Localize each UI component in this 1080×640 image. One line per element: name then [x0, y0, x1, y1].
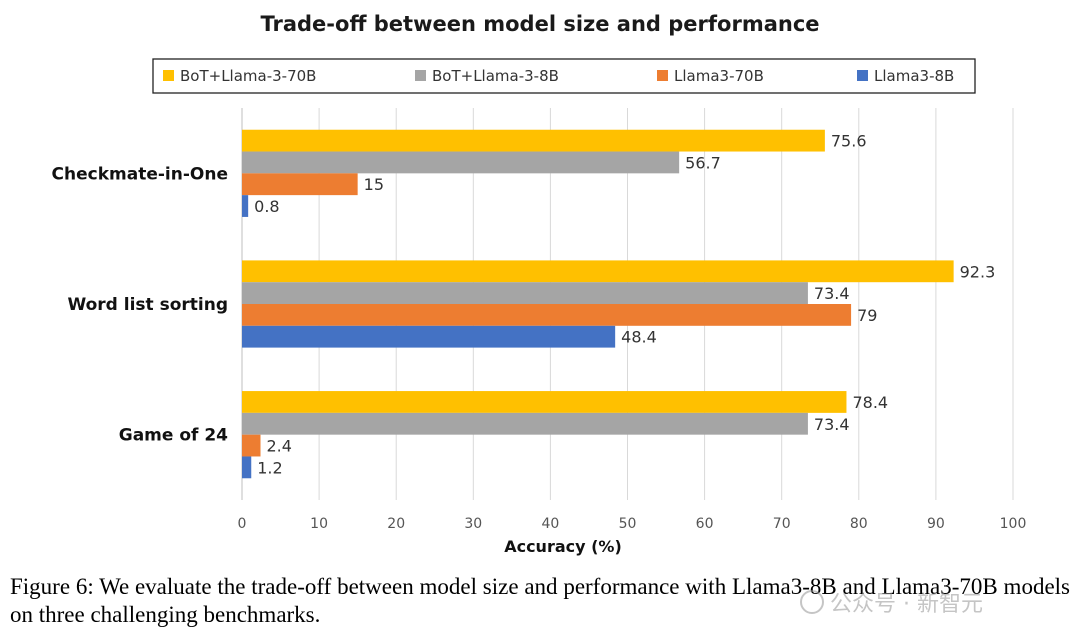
legend: BoT+Llama-3-70B BoT+Llama-3-8B Llama3-70B L…: [152, 58, 976, 94]
x-tick-label-70: 70: [773, 516, 791, 532]
legend-swatch-llama3-70b: [657, 70, 668, 81]
category-label-word-list-sorting: Word list sorting: [67, 295, 228, 315]
bar-game-of-24-bot-llama-3-70b: [242, 391, 847, 413]
x-tick-label-40: 40: [541, 516, 559, 532]
x-tick-label-0: 0: [238, 516, 247, 532]
legend-swatch-bot-llama-3-8b: [415, 70, 426, 81]
category-label-checkmate-in-one: Checkmate-in-One: [52, 164, 228, 184]
x-tick-label-60: 60: [696, 516, 714, 532]
x-tick-label-20: 20: [387, 516, 405, 532]
legend-label-llama3-8b: Llama3-8B: [874, 67, 954, 85]
data-label-word-list-sorting-llama3-8b: 48.4: [621, 328, 657, 347]
data-label-game-of-24-llama3-8b: 1.2: [257, 458, 282, 477]
data-label-game-of-24-bot-llama-3-8b: 73.4: [814, 415, 850, 434]
bar-word-list-sorting-bot-llama-3-8b: [242, 282, 808, 304]
x-tick-labels: 0 10 20 30 40 50 60 70 80 90 100: [238, 516, 1027, 532]
bar-word-list-sorting-llama3-8b: [242, 325, 616, 348]
bar-checkmate-in-one-bot-llama-3-70b: [242, 129, 825, 152]
data-label-word-list-sorting-bot-llama-3-70b: 92.3: [960, 262, 996, 281]
data-label-checkmate-in-one-llama3-8b: 0.8: [254, 197, 279, 216]
bar-game-of-24-llama3-8b: [242, 456, 252, 479]
legend-swatch-bot-llama-3-70b: [163, 70, 174, 81]
data-label-word-list-sorting-llama3-70b: 79: [857, 306, 877, 325]
data-label-game-of-24-llama3-70b: 2.4: [267, 437, 292, 456]
x-tick-label-10: 10: [310, 516, 328, 532]
x-tick-label-90: 90: [927, 516, 945, 532]
data-label-word-list-sorting-bot-llama-3-8b: 73.4: [814, 284, 850, 303]
bar-game-of-24-llama3-70b: [242, 434, 261, 457]
watermark-text: 公众号 · 新智元: [830, 592, 983, 617]
x-tick-label-100: 100: [1000, 516, 1027, 532]
category-label-game-of-24: Game of 24: [119, 426, 228, 446]
legend-label-llama3-70b: Llama3-70B: [674, 67, 764, 85]
legend-box: [152, 58, 976, 94]
legend-label-bot-llama-3-70b: BoT+Llama-3-70B: [180, 67, 316, 85]
chart-title: Trade-off between model size and perform…: [260, 12, 819, 36]
bar-checkmate-in-one-llama3-70b: [242, 173, 358, 196]
category-labels: Checkmate-in-One Word list sorting Game of…: [52, 164, 229, 445]
bars: 75.656.7150.892.373.47948.478.473.42.41.…: [242, 129, 996, 479]
bar-game-of-24-bot-llama-3-8b: [242, 412, 808, 435]
bar-checkmate-in-one-bot-llama-3-8b: [242, 151, 680, 174]
data-label-game-of-24-bot-llama-3-70b: 78.4: [852, 393, 888, 412]
x-axis-title: Accuracy (%): [504, 537, 622, 556]
x-tick-label-50: 50: [619, 516, 637, 532]
x-tick-label-80: 80: [850, 516, 868, 532]
bar-word-list-sorting-llama3-70b: [242, 304, 852, 326]
wechat-icon: [800, 590, 824, 614]
data-label-checkmate-in-one-bot-llama-3-70b: 75.6: [831, 132, 867, 151]
legend-label-bot-llama-3-8b: BoT+Llama-3-8B: [432, 67, 559, 85]
watermark: 公众号 · 新智元: [800, 586, 983, 618]
bar-word-list-sorting-bot-llama-3-70b: [242, 260, 954, 283]
data-label-checkmate-in-one-bot-llama-3-8b: 56.7: [685, 153, 721, 172]
bar-checkmate-in-one-llama3-8b: [242, 195, 249, 217]
x-tick-label-30: 30: [464, 516, 482, 532]
figure-caption: Figure 6: We evaluate the trade-off betw…: [10, 574, 1070, 627]
data-label-checkmate-in-one-llama3-70b: 15: [364, 175, 384, 194]
legend-swatch-llama3-8b: [857, 70, 868, 81]
chart: Trade-off between model size and perform…: [52, 12, 1027, 556]
